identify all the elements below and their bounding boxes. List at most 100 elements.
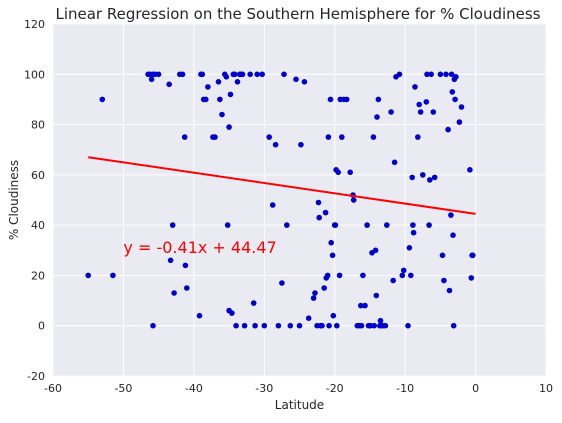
data-point (382, 322, 389, 329)
data-point (325, 134, 332, 140)
x-axis-label: Latitude (275, 398, 324, 412)
data-point (390, 277, 397, 284)
data-point (427, 177, 433, 183)
y-tick-label: -20 (27, 370, 45, 383)
data-point (223, 74, 230, 80)
data-point (450, 322, 457, 329)
data-point (301, 79, 308, 85)
data-point (179, 71, 186, 78)
data-point (420, 172, 426, 178)
x-tick-label: -40 (185, 382, 203, 395)
data-point (110, 272, 116, 279)
data-point (406, 245, 413, 251)
data-point (233, 322, 239, 329)
data-point (347, 169, 354, 176)
data-point (431, 174, 438, 181)
data-point (212, 134, 218, 140)
data-point (373, 292, 380, 299)
data-point (360, 272, 366, 279)
data-point (329, 252, 336, 259)
data-point (316, 214, 323, 221)
data-point (205, 84, 211, 90)
data-point (219, 111, 225, 118)
x-tick-label: -60 (44, 382, 62, 395)
data-point (254, 71, 260, 78)
data-point (312, 290, 318, 296)
data-point (409, 174, 416, 181)
data-point (391, 159, 398, 166)
data-point (408, 272, 414, 279)
data-point (252, 322, 258, 329)
data-point (343, 96, 350, 103)
data-point (384, 222, 390, 228)
data-point (326, 322, 332, 329)
data-point (339, 134, 345, 140)
data-point (275, 322, 282, 329)
data-point (324, 272, 331, 279)
data-point (417, 109, 424, 115)
regression-equation: y = -0.41x + 44.47 (123, 238, 276, 257)
data-point (468, 275, 475, 281)
data-point (399, 272, 406, 279)
data-point (310, 295, 317, 301)
data-point (182, 262, 189, 269)
y-tick-label: 120 (24, 18, 45, 31)
x-tick-label: -30 (255, 382, 273, 395)
data-point (446, 287, 453, 294)
data-point (287, 322, 294, 329)
regression-line (88, 156, 476, 215)
data-point (449, 89, 456, 95)
data-point (412, 84, 418, 90)
data-point (85, 272, 91, 279)
data-point (259, 71, 266, 78)
y-tick-label: 80 (31, 119, 45, 132)
data-point (296, 322, 303, 329)
data-point (358, 302, 364, 309)
data-point (426, 222, 432, 228)
data-point (364, 222, 370, 228)
y-tick-label: 20 (31, 269, 45, 282)
data-point (166, 81, 172, 88)
y-tick-label: 40 (31, 219, 45, 232)
data-point (217, 96, 223, 103)
chart-title: Linear Regression on the Southern Hemisp… (55, 5, 540, 23)
data-point (405, 322, 411, 329)
data-point (155, 71, 162, 78)
x-tick-label: 0 (472, 382, 479, 395)
data-point (319, 322, 325, 329)
data-point (226, 124, 232, 130)
data-point (445, 126, 451, 133)
tick-labels: -60 -50 -40 -30 -20 -10 0 10 -20 0 20 40 60 80 100 120 (24, 18, 553, 395)
data-point (279, 280, 285, 286)
data-point (443, 71, 449, 78)
data-point (281, 71, 287, 78)
data-point (169, 222, 176, 228)
data-point (224, 222, 231, 228)
data-point (453, 74, 459, 80)
data-point (410, 229, 417, 236)
x-tick-label: -50 (114, 382, 132, 395)
data-point (266, 134, 273, 140)
data-point (322, 209, 329, 216)
y-tick-label: 100 (24, 68, 45, 81)
data-point (388, 109, 394, 115)
data-point (450, 232, 456, 238)
data-point (350, 197, 357, 203)
data-point (167, 257, 174, 264)
data-point (332, 222, 339, 228)
data-point (334, 322, 340, 329)
data-point (430, 109, 437, 115)
data-point (199, 71, 206, 78)
y-tick-label: 60 (31, 169, 45, 182)
data-point (231, 71, 238, 78)
data-point (428, 71, 435, 78)
data-point (298, 141, 304, 148)
data-point (150, 322, 156, 329)
data-point (400, 267, 407, 274)
data-point (261, 322, 268, 329)
data-point (171, 290, 177, 296)
data-point (328, 239, 335, 246)
data-point (467, 167, 473, 173)
data-point (293, 76, 299, 83)
data-point (416, 101, 423, 108)
